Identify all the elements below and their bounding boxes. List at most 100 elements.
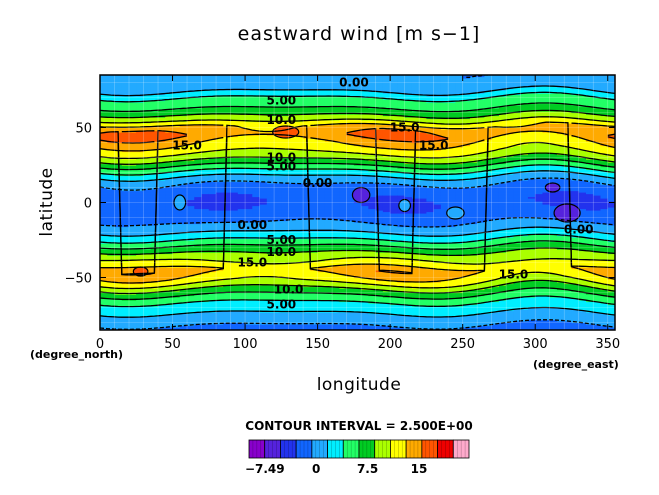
field-cell: [107, 133, 116, 136]
field-cell: [187, 198, 195, 201]
field-cell: [295, 205, 304, 208]
field-cell: [245, 207, 253, 210]
field-cell: [201, 208, 210, 211]
field-cell: [172, 237, 181, 240]
field-cell: [165, 196, 174, 199]
field-cell: [179, 280, 188, 283]
field-cell: [310, 306, 319, 309]
field-cell: [187, 141, 195, 144]
field-cell: [150, 220, 159, 223]
field-cell: [223, 258, 232, 261]
field-cell: [172, 99, 181, 102]
field-cell: [158, 82, 166, 85]
field-cell: [179, 90, 188, 93]
field-cell: [223, 181, 232, 184]
field-cell: [259, 256, 268, 259]
field-cell: [303, 225, 311, 228]
field-cell: [216, 84, 224, 87]
field-cell: [114, 229, 123, 232]
field-cell: [245, 319, 253, 322]
field-cell: [252, 192, 261, 195]
field-cell: [245, 277, 253, 280]
field-cell: [245, 216, 253, 219]
field-cell: [129, 265, 137, 268]
field-cell: [172, 208, 181, 211]
field-cell: [136, 118, 145, 121]
field-cell: [114, 87, 123, 90]
field-cell: [237, 279, 246, 282]
field-cell: [179, 234, 188, 237]
field-cell: [121, 144, 130, 147]
field-cell: [187, 132, 195, 135]
field-cell: [266, 207, 275, 210]
field-cell: [274, 196, 282, 199]
field-cell: [150, 294, 159, 297]
field-cell: [114, 123, 123, 126]
field-cell: [107, 291, 116, 294]
field-cell: [201, 220, 210, 223]
field-cell: [252, 106, 261, 109]
field-cell: [252, 232, 261, 235]
field-cell: [216, 76, 224, 79]
field-cell: [216, 130, 224, 133]
field-cell: [237, 211, 246, 214]
field-cell: [114, 319, 123, 322]
field-cell: [281, 180, 290, 183]
field-cell: [208, 163, 217, 166]
field-cell: [223, 108, 232, 111]
field-cell: [310, 315, 319, 318]
field-cell: [194, 235, 203, 238]
field-cell: [252, 295, 261, 298]
field-cell: [266, 201, 275, 204]
field-cell: [121, 265, 130, 268]
field-cell: [107, 211, 116, 214]
field-cell: [172, 153, 181, 156]
field-cell: [237, 198, 246, 201]
field-cell: [216, 282, 224, 285]
field-cell: [143, 288, 152, 291]
field-cell: [216, 99, 224, 102]
field-cell: [172, 280, 181, 283]
field-cell: [150, 154, 159, 157]
field-cell: [121, 228, 130, 231]
field-cell: [143, 205, 152, 208]
field-cell: [143, 240, 152, 243]
field-cell: [216, 160, 224, 163]
field-cell: [274, 220, 282, 223]
field-cell: [150, 279, 159, 282]
field-cell: [121, 75, 130, 78]
field-cell: [230, 108, 239, 111]
field-cell: [216, 195, 224, 198]
field-cell: [100, 223, 108, 226]
field-cell: [158, 325, 166, 328]
field-cell: [288, 271, 297, 274]
field-cell: [194, 186, 203, 189]
field-cell: [172, 238, 181, 241]
field-cell: [274, 139, 282, 142]
field-cell: [237, 190, 246, 193]
field-cell: [100, 174, 108, 177]
field-cell: [179, 268, 188, 271]
field-cell: [114, 270, 123, 273]
field-cell: [216, 280, 224, 283]
field-cell: [107, 171, 116, 174]
field-cell: [288, 115, 297, 118]
field-cell: [208, 132, 217, 135]
field-cell: [129, 322, 137, 325]
field-cell: [172, 147, 181, 150]
field-cell: [165, 301, 174, 304]
field-cell: [288, 267, 297, 270]
field-cell: [114, 90, 123, 93]
field-cell: [187, 213, 195, 216]
field-cell: [114, 256, 123, 259]
field-cell: [136, 252, 145, 255]
field-cell: [143, 139, 152, 142]
field-cell: [230, 289, 239, 292]
field-cell: [143, 136, 152, 139]
field-cell: [150, 208, 159, 211]
field-cell: [252, 315, 261, 318]
field-cell: [288, 208, 297, 211]
field-cell: [288, 235, 297, 238]
field-cell: [237, 309, 246, 312]
field-cell: [230, 217, 239, 220]
